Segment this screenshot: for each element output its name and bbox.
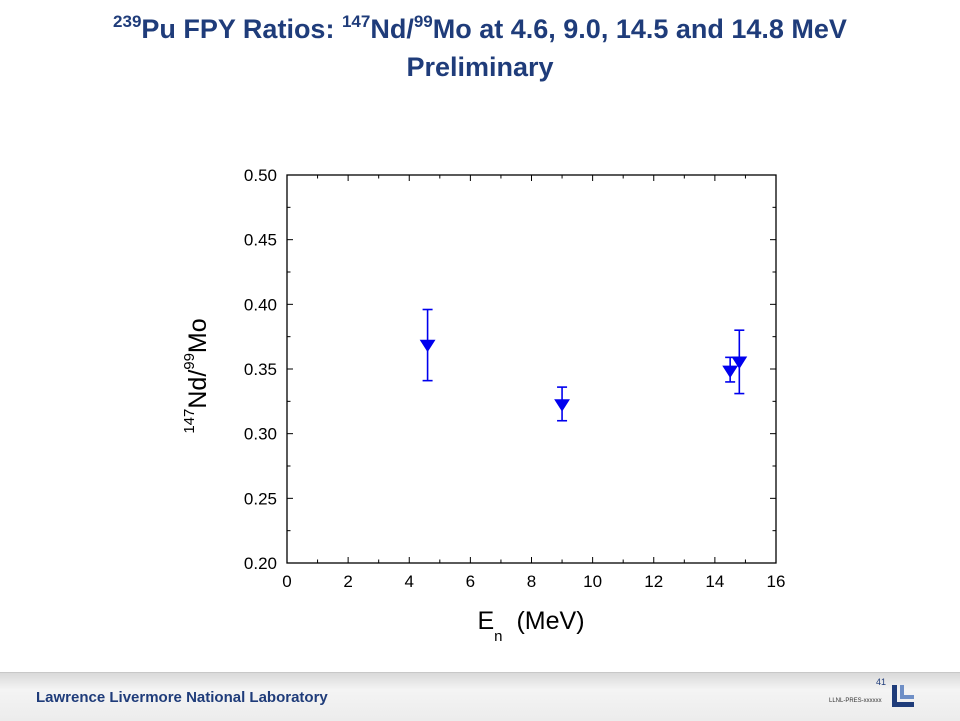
x-tick-label: 12	[644, 572, 663, 591]
error-bars	[422, 308, 745, 422]
y-tick-label: 0.30	[244, 425, 277, 444]
data-point-marker	[419, 339, 436, 353]
y-label-nd: Nd/	[184, 370, 212, 409]
x-label-main: E	[477, 607, 494, 635]
x-label-units: (MeV)	[516, 607, 584, 635]
slide-title: 239Pu FPY Ratios: 147Nd/99Mo at 4.6, 9.0…	[0, 10, 960, 86]
x-tick-label: 10	[583, 572, 602, 591]
data-point-marker	[554, 399, 570, 412]
y-tick-label: 0.50	[244, 166, 277, 185]
footer-bar: Lawrence Livermore National Laboratory 4…	[0, 672, 960, 721]
title-part-1: Pu FPY Ratios:	[141, 14, 342, 44]
data-point-marker	[722, 365, 739, 379]
axis-tick-labels: 0 2 4 6 8 10 12 14 16 0.20 0.25 0.30 0.35 0.40 0.45 0.5…	[244, 166, 786, 591]
x-tick-label: 2	[343, 572, 352, 591]
y-tick-label: 0.35	[244, 360, 277, 379]
document-code: LLNL-PRES-xxxxxx	[829, 698, 882, 704]
x-tick-label: 6	[466, 572, 475, 591]
x-label-subscript: n	[494, 628, 502, 645]
page-number: 41	[876, 677, 887, 687]
llnl-logo-icon	[892, 685, 914, 707]
x-tick-label: 8	[527, 572, 536, 591]
title-sup-99: 99	[413, 12, 433, 31]
data-point-marker	[731, 356, 748, 369]
scatter-chart: 0 2 4 6 8 10 12 14 16 0.20 0.25 0.30 0.35 0.40 0.45 0.5…	[181, 166, 786, 645]
y-tick-label: 0.20	[244, 554, 277, 573]
title-sup-147: 147	[341, 12, 371, 31]
x-tick-label: 14	[705, 572, 724, 591]
y-tick-label: 0.45	[244, 231, 277, 250]
footer-lab-name: Lawrence Livermore National Laboratory	[36, 689, 328, 706]
title-line-2: Preliminary	[406, 52, 554, 82]
x-tick-label: 16	[767, 572, 786, 591]
y-tick-label: 0.25	[244, 489, 277, 508]
data-markers	[419, 339, 748, 412]
x-tick-label: 4	[405, 572, 414, 591]
y-label-mo: Mo	[184, 318, 212, 353]
axis-ticks	[286, 174, 777, 564]
title-line-1: 239Pu FPY Ratios: 147Nd/99Mo at 4.6, 9.0…	[113, 12, 847, 44]
title-part-2: Nd/	[370, 14, 414, 44]
x-tick-label: 0	[282, 572, 291, 591]
plot-frame	[286, 174, 777, 564]
y-tick-label: 0.40	[244, 295, 277, 314]
title-sup-239: 239	[113, 12, 142, 31]
y-label-sup-99: 99	[181, 353, 198, 370]
x-axis-label: En (MeV)	[477, 607, 584, 645]
y-axis-label: 147Nd/99Mo	[181, 318, 212, 433]
title-part-3: Mo at 4.6, 9.0, 14.5 and 14.8 MeV	[432, 14, 847, 44]
y-label-sup-147: 147	[181, 409, 198, 434]
